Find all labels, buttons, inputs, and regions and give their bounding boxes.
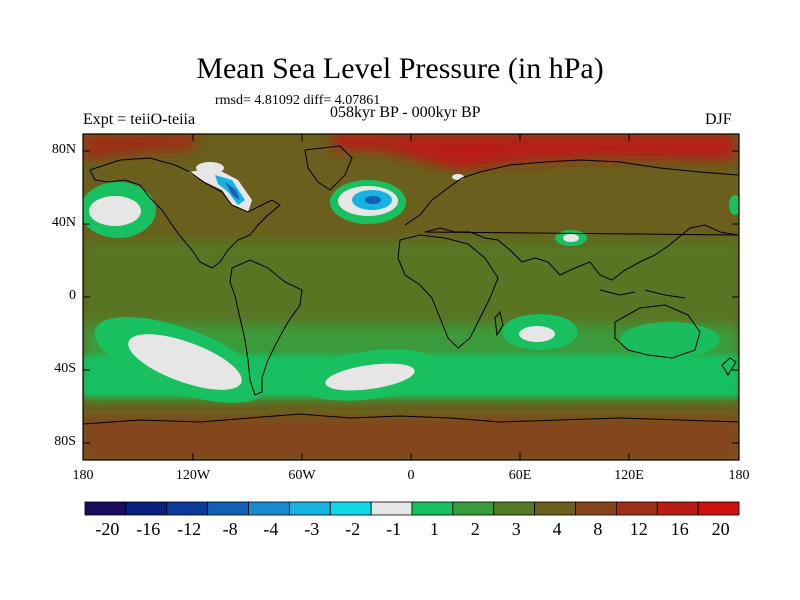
- laurentide-core: [225, 182, 240, 200]
- coastlines: [83, 145, 739, 425]
- arctic-canada-light: [196, 162, 224, 174]
- colorbar-label-12: 8: [593, 519, 603, 539]
- field-arctic-west: [83, 134, 200, 160]
- colorbar: [84, 501, 740, 516]
- colorbar-label-6: -2: [345, 519, 361, 539]
- lat-ticks: [83, 150, 739, 444]
- colorbar-label-7: -1: [386, 519, 402, 539]
- antarctica-coast: [83, 413, 739, 425]
- indonesia-coast: [599, 289, 686, 299]
- lon-label-60w: 60W: [288, 468, 316, 483]
- australia-coast: [614, 304, 701, 359]
- colorbar-box-6: [329, 501, 372, 516]
- eurasia-coast: [404, 159, 739, 281]
- colorbar-box-14: [656, 501, 699, 516]
- colorbar-box-13: [615, 501, 658, 516]
- lon-label-60e: 60E: [508, 468, 532, 483]
- north-pacific-core: [89, 196, 141, 226]
- lat-label-0: 0: [69, 288, 76, 303]
- colorbar-label-14: 16: [670, 519, 689, 539]
- colorbar-box-9: [452, 501, 495, 516]
- map-title: Mean Sea Level Pressure (in hPa): [196, 52, 604, 85]
- lon-label-180-east: 180: [728, 468, 750, 483]
- north-atlantic-core: [365, 196, 381, 204]
- colorbar-box-15: [697, 501, 740, 516]
- lat-label-80s: 80S: [54, 434, 76, 449]
- colorbar-label-11: 4: [552, 519, 562, 539]
- colorbar-box-3: [207, 501, 249, 516]
- colorbar-label-0: -20: [95, 519, 120, 539]
- bering-spot: [729, 195, 739, 215]
- field-arctic-high: [330, 134, 735, 170]
- south-pacific-core: [128, 334, 242, 390]
- lat-label-80n: 80N: [51, 142, 76, 157]
- colorbar-label-10: 3: [511, 519, 521, 539]
- africa-coast: [397, 234, 499, 349]
- colorbar-box-2: [166, 501, 209, 516]
- period-label: 058kyr BP - 000kyr BP: [330, 104, 481, 121]
- colorbar-box-1: [125, 501, 168, 516]
- colorbar-label-13: 12: [629, 519, 648, 539]
- lat-label-40n: 40N: [51, 215, 76, 230]
- scandinavia-spot: [452, 174, 464, 180]
- colorbar-label-9: 2: [470, 519, 480, 539]
- lon-label-120e: 120E: [614, 468, 644, 483]
- colorbar-label-3: -8: [222, 519, 238, 539]
- greenland-coast: [304, 145, 353, 191]
- colorbar-label-15: 20: [711, 519, 730, 539]
- lon-label-120w: 120W: [175, 468, 211, 483]
- colorbar-label-1: -16: [136, 519, 161, 539]
- indian-ocean-core: [519, 326, 555, 342]
- new-zealand-coast: [721, 357, 737, 376]
- colorbar-label-5: -3: [304, 519, 320, 539]
- rmsd-diff-stats: rmsd= 4.81092 diff= 4.07861: [215, 93, 381, 108]
- lon-label-180-west: 180: [72, 468, 94, 483]
- colorbar-label-4: -4: [263, 519, 279, 539]
- season-label: DJF: [705, 111, 732, 128]
- south-america-coast: [229, 259, 303, 396]
- colorbar-box-8: [411, 501, 454, 516]
- experiment-label: Expt = teiiO-teiia: [83, 111, 196, 128]
- field-tropical-band: [83, 240, 739, 335]
- colorbar-box-11: [534, 501, 576, 516]
- lon-ticks: [192, 134, 630, 460]
- pressure-field: [83, 134, 739, 460]
- colorbar-box-0: [84, 501, 127, 516]
- colorbar-label-8: 1: [429, 519, 439, 539]
- madagascar-coast: [494, 310, 504, 337]
- colorbar-box-12: [575, 501, 617, 516]
- tibet-core: [563, 234, 579, 242]
- colorbar-label-2: -12: [177, 519, 202, 539]
- south-atlantic-core: [325, 363, 415, 391]
- tasman-green: [620, 322, 720, 358]
- colorbar-box-7: [370, 501, 413, 516]
- colorbar-box-10: [493, 501, 536, 516]
- colorbar-box-4: [248, 501, 290, 516]
- north-america-coast: [89, 157, 281, 269]
- lat-label-40s: 40S: [54, 361, 76, 376]
- colorbar-box-5: [288, 501, 331, 516]
- lon-label-0: 0: [407, 468, 415, 483]
